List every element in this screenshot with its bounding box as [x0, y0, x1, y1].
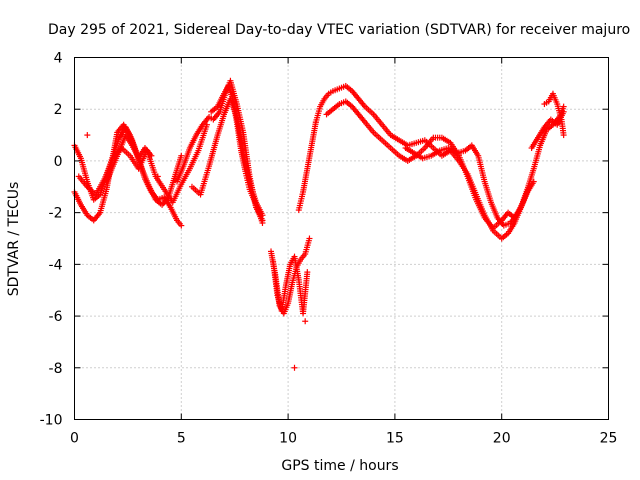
grid-lines	[74, 57, 609, 420]
plot-frame	[74, 57, 609, 420]
data-point	[84, 132, 91, 139]
x-tick-label: 20	[493, 431, 511, 447]
y-tick-label: -6	[49, 309, 63, 325]
data-point	[154, 173, 161, 180]
x-tick-label: 25	[600, 431, 618, 447]
data-point	[276, 300, 283, 307]
y-tick-label: 2	[54, 102, 63, 118]
data-point	[530, 178, 537, 185]
x-tick-labels: 0 5 10 15 20 25	[70, 431, 617, 447]
data-point	[560, 108, 567, 115]
chart-title: Day 295 of 2021, Sidereal Day-to-day VTE…	[48, 22, 630, 38]
data-point	[178, 152, 185, 159]
data-point	[259, 219, 266, 226]
data-point	[560, 103, 567, 110]
data-point	[304, 269, 311, 276]
y-tick-label: -10	[40, 413, 63, 429]
data-points	[71, 77, 567, 371]
x-tick-label: 5	[177, 431, 186, 447]
x-tick-label: 10	[279, 431, 297, 447]
data-point	[178, 222, 185, 229]
x-tick-label: 0	[70, 431, 79, 447]
y-tick-label: -8	[49, 361, 63, 377]
data-point	[312, 119, 319, 126]
y-tick-label: -2	[49, 206, 63, 222]
y-tick-labels: -10 -8 -6 -4 -2 0 2 4	[40, 51, 63, 429]
y-tick-label: 4	[54, 51, 63, 67]
data-point	[526, 183, 533, 190]
data-point	[306, 235, 313, 242]
y-tick-label: -4	[49, 257, 63, 273]
axis-ticks	[74, 57, 609, 420]
data-point	[148, 152, 155, 159]
x-axis-label: GPS time / hours	[281, 458, 398, 474]
x-tick-label: 15	[386, 431, 404, 447]
data-point	[302, 318, 309, 325]
y-tick-label: 0	[54, 154, 63, 170]
data-point	[560, 132, 567, 139]
data-point	[291, 364, 298, 371]
y-axis-label: SDTVAR / TECUs	[6, 182, 22, 297]
